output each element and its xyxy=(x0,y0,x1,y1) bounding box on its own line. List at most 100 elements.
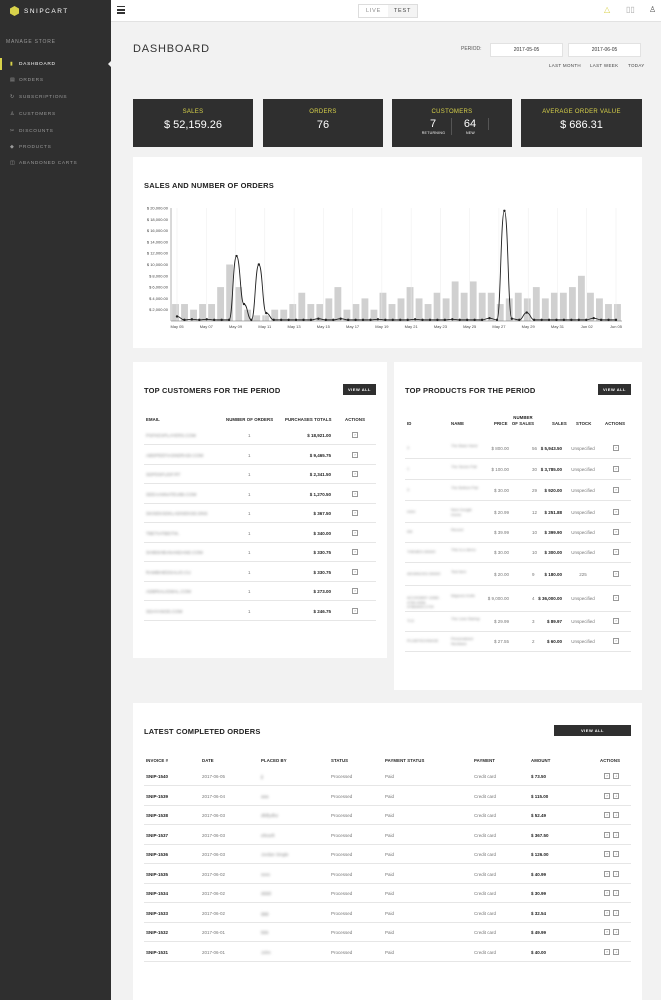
sales-point[interactable] xyxy=(294,318,298,322)
download-invoice-icon[interactable]: ↓ xyxy=(613,870,619,877)
customer-email[interactable]: SDPDSFLEIF.RT xyxy=(146,472,181,477)
sales-point[interactable] xyxy=(518,318,521,322)
sales-point[interactable] xyxy=(495,318,499,322)
sidebar-item-abandoned-carts[interactable]: ◫ ABANDONED CARTS xyxy=(0,157,111,169)
product-name[interactable]: Test item xyxy=(451,570,467,574)
sales-point[interactable] xyxy=(346,318,350,322)
view-order-icon[interactable]: › xyxy=(604,773,610,779)
sales-point[interactable] xyxy=(265,311,268,315)
download-invoice-icon[interactable]: ↓ xyxy=(613,948,619,955)
sales-point[interactable] xyxy=(436,318,439,322)
sales-point[interactable] xyxy=(577,318,580,322)
order-invoice[interactable]: SNIP-1539 xyxy=(146,793,169,799)
customer-email[interactable]: SKISEKSDKLADISEKSD.DNS xyxy=(146,511,208,516)
brand[interactable]: SNIPCART xyxy=(0,0,111,22)
customer-email[interactable]: TBETIATBEITIK. xyxy=(146,530,180,536)
sales-point[interactable] xyxy=(205,318,208,321)
product-name[interactable]: The Bottom Pair xyxy=(451,486,479,490)
view-product-icon[interactable]: › xyxy=(613,638,619,644)
sales-point[interactable] xyxy=(183,318,186,322)
view-customer-icon[interactable]: › xyxy=(352,490,358,497)
order-invoice[interactable]: SNIP-1531 xyxy=(146,949,169,955)
order-invoice[interactable]: SNIP-1532 xyxy=(146,930,169,935)
customer-email[interactable]: ABDPEEFIASNDRADI.COM xyxy=(146,452,204,458)
sales-point[interactable] xyxy=(443,318,447,322)
sidebar-item-customers[interactable]: ♙ CUSTOMERS xyxy=(0,108,111,120)
view-product-icon[interactable]: › xyxy=(613,445,619,451)
sales-point[interactable] xyxy=(272,318,275,322)
download-invoice-icon[interactable]: ↓ xyxy=(613,851,619,857)
product-name[interactable]: The Base Hand xyxy=(451,444,478,448)
customer-email[interactable]: PSFKEXPLAYERS.COM xyxy=(146,433,196,438)
product-name[interactable]: The Seven Pall xyxy=(451,465,477,469)
sales-point[interactable] xyxy=(198,318,201,322)
order-invoice[interactable]: SNIP-1535 xyxy=(146,871,169,877)
sales-point[interactable] xyxy=(525,311,528,314)
view-product-icon[interactable]: › xyxy=(613,595,619,601)
download-invoice-icon[interactable]: ↓ xyxy=(613,831,619,838)
sales-point[interactable] xyxy=(532,318,536,322)
view-order-icon[interactable]: › xyxy=(604,831,610,838)
sales-point[interactable] xyxy=(242,302,246,306)
sales-point[interactable] xyxy=(421,318,424,322)
sales-point[interactable] xyxy=(480,318,484,322)
download-invoice-icon[interactable]: ↓ xyxy=(613,909,619,916)
download-invoice-icon[interactable]: ↓ xyxy=(613,792,619,799)
view-customer-icon[interactable]: › xyxy=(352,549,358,555)
top-products-view-all-button[interactable]: VIEW ALL xyxy=(598,384,631,395)
order-invoice[interactable]: SNIP-1538 xyxy=(146,813,169,818)
sales-point[interactable] xyxy=(190,318,194,321)
download-invoice-icon[interactable]: ↓ xyxy=(613,929,619,935)
view-order-icon[interactable]: › xyxy=(604,870,610,877)
sales-point[interactable] xyxy=(354,318,357,322)
date-from-input[interactable]: 2017-05-05 xyxy=(490,43,563,57)
sales-point[interactable] xyxy=(473,318,476,322)
view-order-icon[interactable]: › xyxy=(604,792,610,799)
sales-point[interactable] xyxy=(465,318,469,322)
product-name[interactable]: The Less Startup xyxy=(451,617,480,621)
view-customer-icon[interactable]: › xyxy=(352,568,358,575)
download-invoice-icon[interactable]: ↓ xyxy=(613,812,619,818)
view-product-icon[interactable]: › xyxy=(613,509,619,515)
sales-point[interactable] xyxy=(257,263,261,266)
user-icon[interactable]: ♙ xyxy=(649,5,657,14)
view-order-icon[interactable]: › xyxy=(604,909,610,916)
sales-point[interactable] xyxy=(592,316,595,320)
sales-point[interactable] xyxy=(235,254,238,258)
order-invoice[interactable]: SNIP-1533 xyxy=(146,910,169,916)
sales-point[interactable] xyxy=(287,318,290,322)
view-customer-icon[interactable]: › xyxy=(352,471,358,477)
customer-email[interactable]: SEEAANNATEUIBI.COM xyxy=(146,491,197,497)
order-invoice[interactable]: SNIP-1534 xyxy=(146,891,169,896)
view-customer-icon[interactable]: › xyxy=(352,451,358,458)
view-customer-icon[interactable]: › xyxy=(352,529,358,536)
sales-point[interactable] xyxy=(324,318,328,322)
sales-point[interactable] xyxy=(250,318,253,322)
sales-point[interactable] xyxy=(503,209,506,213)
sales-point[interactable] xyxy=(510,317,514,320)
view-customer-icon[interactable]: › xyxy=(352,510,358,516)
product-name[interactable]: Record xyxy=(451,528,464,532)
mode-live-button[interactable]: LIVE xyxy=(365,8,382,14)
sales-point[interactable] xyxy=(369,318,372,322)
view-product-icon[interactable]: › xyxy=(613,549,619,555)
sales-point[interactable] xyxy=(227,318,231,322)
period-last-month-link[interactable]: LAST MONTH xyxy=(549,63,581,68)
sidebar-item-discounts[interactable]: ✂ DISCOUNTS xyxy=(0,125,111,137)
sales-point[interactable] xyxy=(361,318,365,322)
product-name[interactable]: This is a demo xyxy=(451,548,476,552)
customer-email[interactable]: SDAYANOD.COM xyxy=(146,608,183,614)
menu-toggle-icon[interactable] xyxy=(117,6,125,14)
top-customers-view-all-button[interactable]: VIEW ALL xyxy=(343,384,376,395)
view-order-icon[interactable]: › xyxy=(604,812,610,818)
sales-point[interactable] xyxy=(279,318,283,322)
download-invoice-icon[interactable]: ↓ xyxy=(613,890,619,896)
view-product-icon[interactable]: › xyxy=(613,529,619,535)
sales-point[interactable] xyxy=(585,318,588,322)
sidebar-item-products[interactable]: ◆ PRODUCTS xyxy=(0,141,111,153)
period-today-link[interactable]: TODAY xyxy=(628,63,645,68)
view-product-icon[interactable]: › xyxy=(613,618,619,624)
sales-point[interactable] xyxy=(399,318,402,322)
sales-point[interactable] xyxy=(317,317,320,320)
period-last-week-link[interactable]: LAST WEEK xyxy=(590,63,619,68)
